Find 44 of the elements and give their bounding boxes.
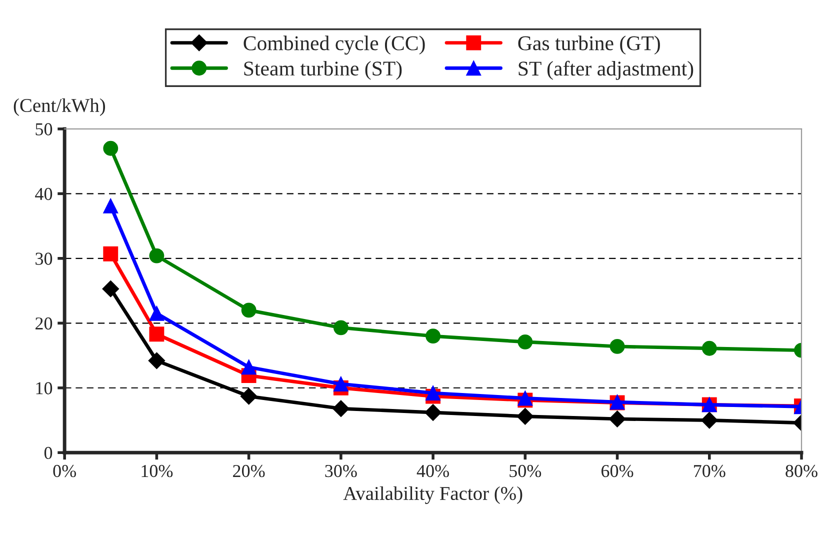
point xyxy=(102,280,120,298)
x-axis-title: Availability Factor (%) xyxy=(343,486,522,504)
y-tick-label: 20 xyxy=(36,317,52,330)
point xyxy=(103,140,118,156)
legend-label: ST (after adjastment) xyxy=(518,60,694,80)
point xyxy=(701,412,718,429)
legend-label: Steam turbine (ST) xyxy=(244,60,402,80)
x-tick-label: 10% xyxy=(142,464,173,478)
x-tick-label: 40% xyxy=(416,464,449,478)
x-tick-label: 60% xyxy=(602,464,634,478)
point xyxy=(426,386,441,401)
point xyxy=(148,352,166,370)
legend-label: Gas turbine (GT) xyxy=(518,36,660,55)
point xyxy=(610,338,625,354)
legend-label: Combined cycle (CC) xyxy=(244,36,425,55)
y-tick-label: 30 xyxy=(36,252,52,265)
point xyxy=(240,388,258,405)
point xyxy=(332,400,350,417)
point xyxy=(149,306,164,321)
point xyxy=(516,408,534,425)
point xyxy=(333,376,348,392)
point xyxy=(149,248,164,264)
point xyxy=(608,410,626,428)
y-tick-label: 50 xyxy=(36,123,52,136)
x-tick-label: 70% xyxy=(694,464,726,478)
x-tick-label: 0% xyxy=(53,464,76,478)
y-tick-label: 40 xyxy=(35,188,52,200)
x-tick-label: 30% xyxy=(325,464,357,478)
x-tick-label: 20% xyxy=(233,464,265,478)
point xyxy=(241,302,256,318)
point xyxy=(149,326,164,342)
point xyxy=(518,334,533,350)
point xyxy=(103,198,118,214)
x-tick-label: 50% xyxy=(510,464,542,478)
x-tick-label: 80% xyxy=(786,464,818,478)
point xyxy=(241,360,256,375)
point xyxy=(426,328,441,344)
y-tick-label: 0 xyxy=(44,446,52,460)
point xyxy=(424,404,442,421)
point xyxy=(103,246,118,262)
y-axis-title: (Cent/kWh) xyxy=(14,98,106,116)
point xyxy=(333,320,348,336)
point xyxy=(702,340,717,356)
y-tick-label: 10 xyxy=(36,382,52,394)
